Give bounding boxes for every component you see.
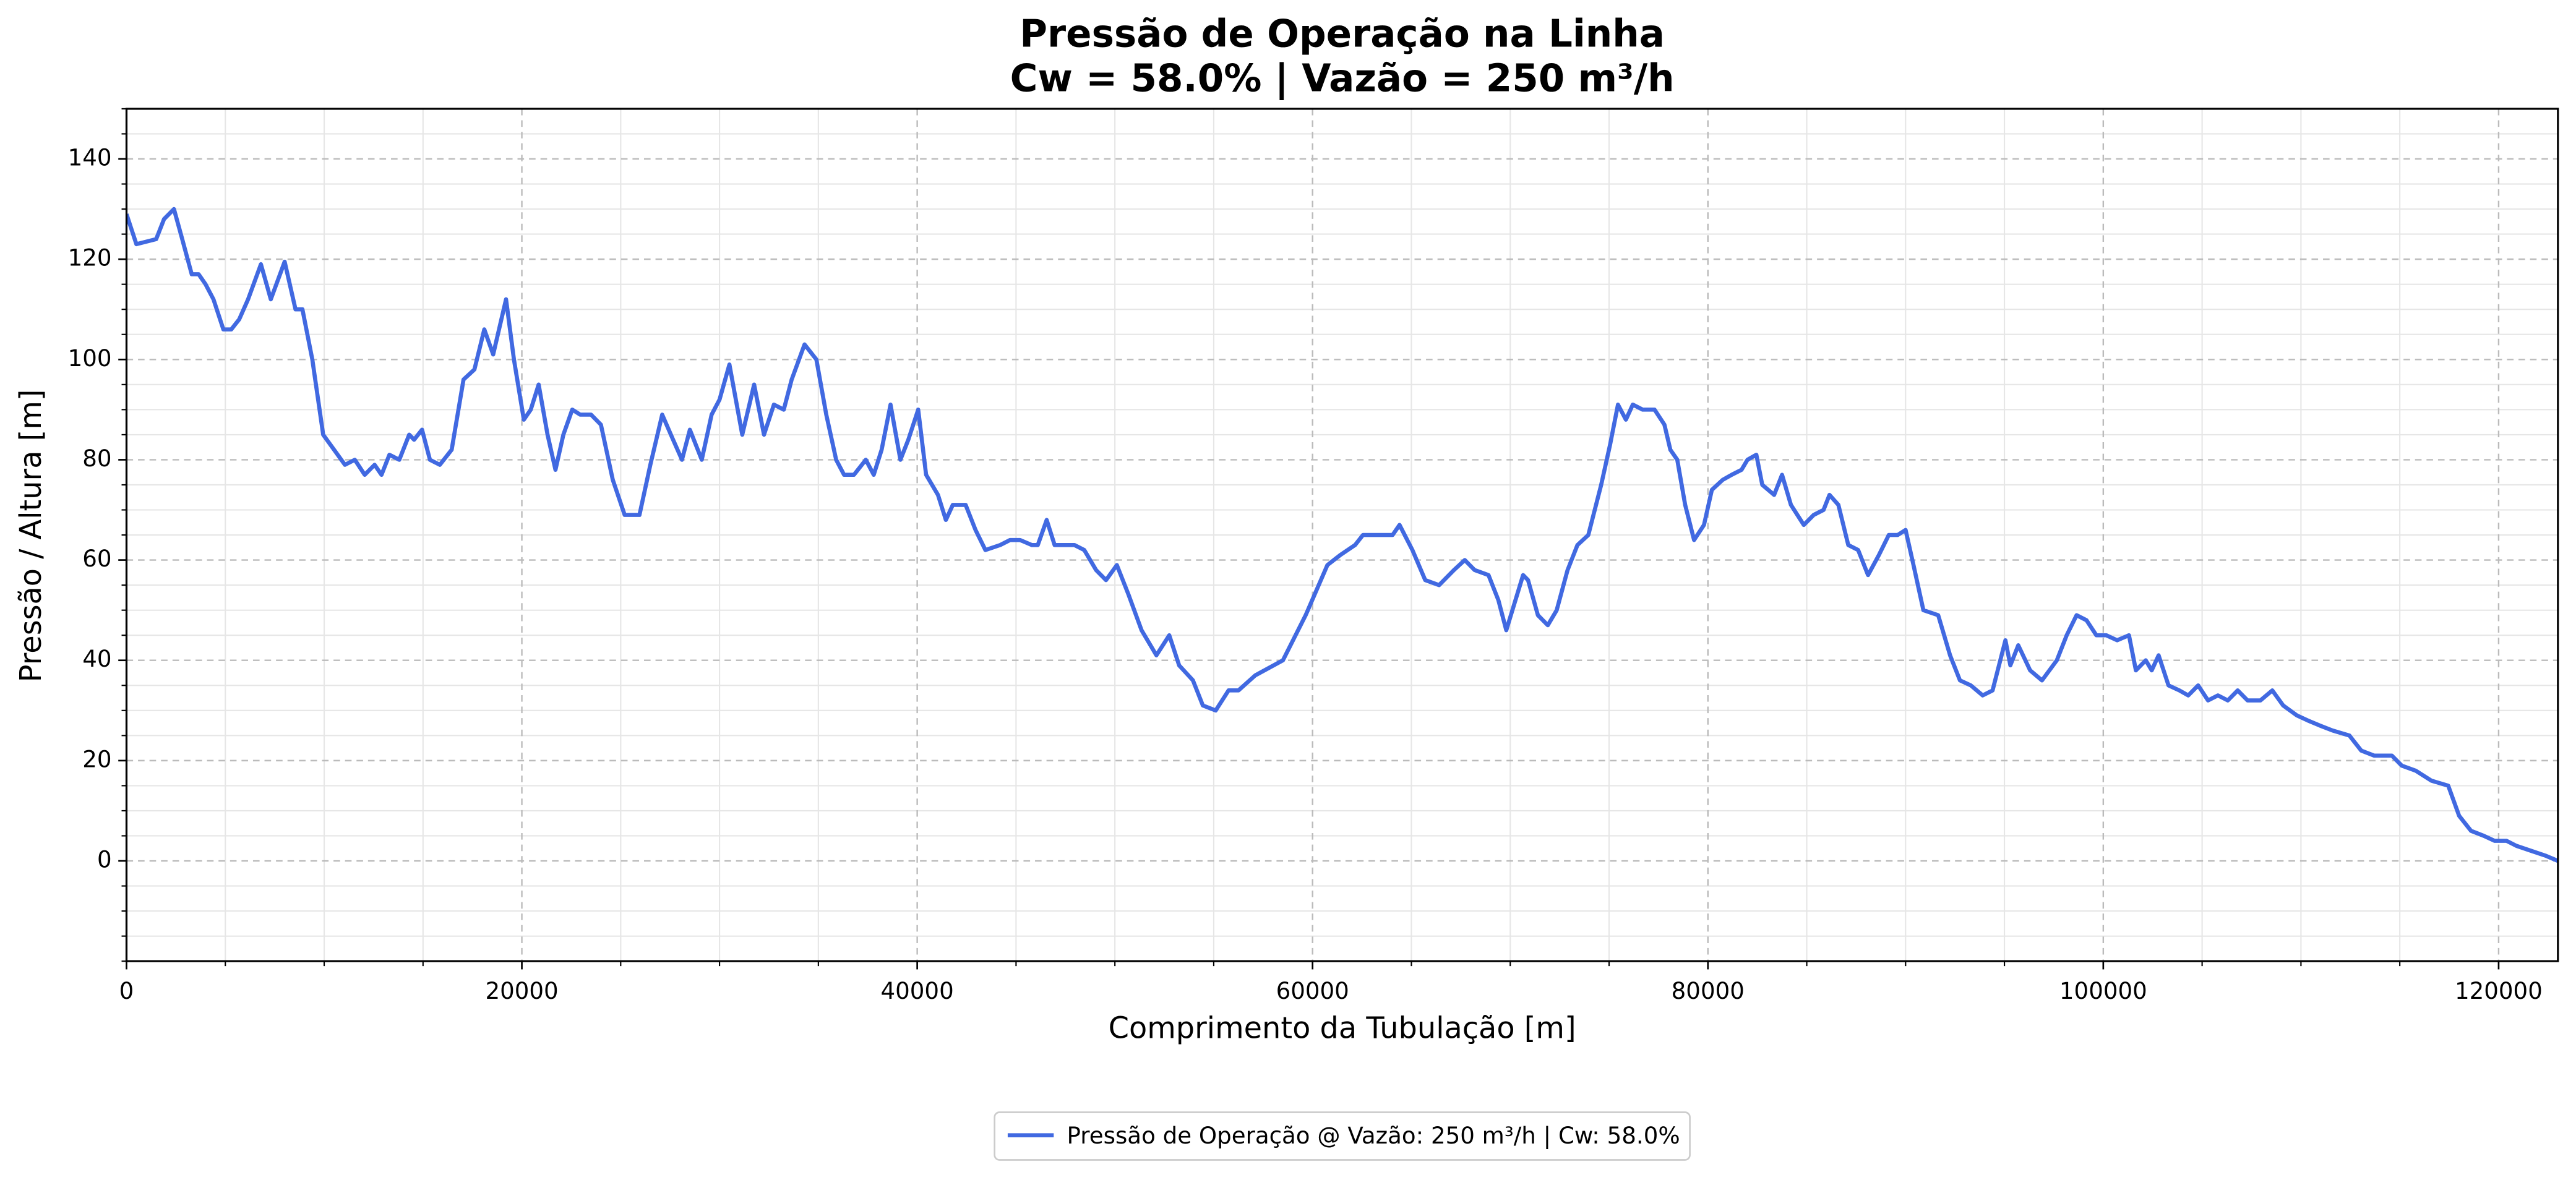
data-line [126, 207, 2558, 863]
y-tick-label: 140 [68, 143, 112, 171]
y-tick-label: 100 [68, 344, 112, 372]
x-tick-label: 80000 [1672, 977, 1745, 1004]
chart-title: Pressão de Operação na Linha [1020, 12, 1665, 56]
y-tick-label: 40 [82, 645, 111, 672]
legend-box [994, 1111, 1691, 1161]
x-tick-label: 120000 [2455, 977, 2543, 1004]
y-tick-label: 80 [82, 445, 111, 472]
plot-frame [125, 108, 2559, 962]
y-tick-label: 0 [97, 846, 112, 873]
legend: Pressão de Operação @ Vazão: 250 m³/h | … [994, 1111, 1691, 1161]
x-axis-label: Comprimento da Tubulação [m] [1109, 1012, 1576, 1046]
y-tick-label: 120 [68, 244, 112, 271]
legend-label: Pressão de Operação @ Vazão: 250 m³/h | … [1067, 1122, 1680, 1150]
y-tick-label: 20 [82, 745, 111, 772]
y-axis-label: Pressão / Altura [m] [14, 389, 48, 682]
x-tick-label: 60000 [1276, 977, 1349, 1004]
chart-subtitle: Cw = 58.0% | Vazão = 250 m³/h [1010, 56, 1675, 100]
x-tick-label: 0 [119, 977, 134, 1004]
x-tick-label: 100000 [2059, 977, 2147, 1004]
x-tick-label: 20000 [485, 977, 558, 1004]
y-tick-label: 60 [82, 545, 111, 572]
x-tick-label: 40000 [881, 977, 954, 1004]
